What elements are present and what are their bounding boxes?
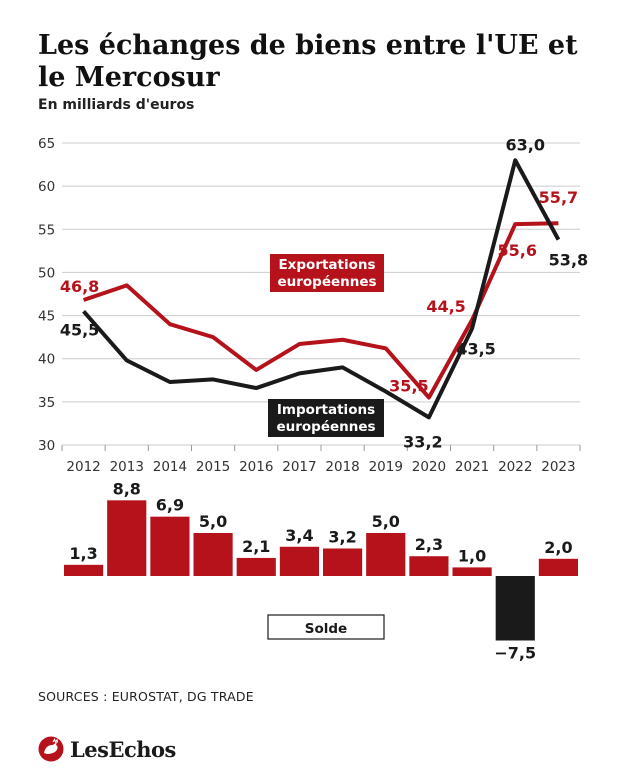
x-tick-2012: 2012: [66, 459, 100, 475]
y-tick-30: 30: [38, 438, 55, 454]
y-tick-65: 65: [38, 136, 55, 152]
balance-legend-box: [267, 614, 385, 640]
chart-subtitle: En milliards d'euros: [38, 97, 195, 113]
bar-label-2018: 3,2: [328, 527, 356, 546]
bar-label-2013: 8,8: [113, 479, 141, 498]
y-tick-60: 60: [38, 179, 55, 195]
chart-title: Les échanges de biens entre l'UE et le M…: [38, 30, 578, 93]
x-axis-ticks: 2012 2013 2014 2015 2016 2017 2018 2019 2020 2021…: [66, 459, 575, 475]
x-tick-2015: 2015: [196, 459, 230, 475]
bar-label-2021: 1,0: [458, 546, 486, 565]
y-tick-35: 35: [38, 395, 55, 411]
bar-2021: [452, 567, 492, 576]
x-tick-2014: 2014: [153, 459, 187, 475]
bar-label-2016: 2,1: [242, 537, 270, 556]
balance-legend-label: Solde: [305, 621, 347, 637]
bar-label-2017: 3,4: [285, 526, 313, 545]
data-label-exports-0: 46,8: [60, 277, 99, 296]
data-label-exports-8: 35,5: [389, 377, 428, 396]
bar-label-2022: −7,5: [494, 644, 536, 663]
balance-legend: Solde: [267, 614, 385, 640]
y-tick-50: 50: [38, 265, 55, 281]
bar-2017: [279, 546, 319, 576]
legend-imports-label: Importations: [277, 402, 375, 418]
y-tick-45: 45: [38, 309, 55, 325]
bar-2014: [150, 516, 190, 576]
legend-imports-label-2: européennes: [276, 419, 375, 435]
x-tick-2019: 2019: [369, 459, 403, 475]
series-lines: [82, 158, 561, 420]
data-labels: 46,8 45,5 35,5 33,2 44,5 43,5 63,0 55,6 55,7 53,8: [60, 135, 588, 451]
x-tick-2022: 2022: [498, 459, 532, 475]
bar-2015: [193, 533, 233, 576]
x-tick-2013: 2013: [110, 459, 144, 475]
x-tick-2023: 2023: [541, 459, 575, 475]
x-tick-2020: 2020: [412, 459, 446, 475]
x-tick-2018: 2018: [325, 459, 359, 475]
rooster-icon: [38, 736, 64, 762]
data-label-imports-9: 43,5: [456, 340, 495, 359]
x-tick-2017: 2017: [282, 459, 316, 475]
bar-2013: [107, 500, 147, 576]
data-label-imports-10: 63,0: [506, 135, 545, 154]
data-label-exports-11: 55,7: [539, 188, 578, 207]
line-imports: [82, 158, 561, 420]
data-label-imports-8: 33,2: [403, 432, 442, 451]
legend-exports: Exportations européennes: [270, 254, 384, 292]
bar-2023: [538, 558, 578, 576]
bar-label-2012: 1,3: [69, 544, 97, 563]
data-label-exports-10: 55,6: [498, 241, 537, 260]
bar-label-2015: 5,0: [199, 512, 227, 531]
y-tick-55: 55: [38, 222, 55, 238]
legend-exports-label: Exportations: [278, 257, 375, 273]
data-label-exports-9: 44,5: [426, 297, 465, 316]
balance-bar-labels: 1,3 8,8 6,9 5,0 2,1 3,4 3,2 5,0 2,3 1,0 −7,5 2,0: [69, 479, 572, 662]
balance-bars: [64, 500, 578, 641]
data-label-imports-11: 53,8: [549, 251, 588, 270]
les-echos-logo: LesEchos: [38, 736, 176, 762]
bar-2018: [323, 548, 363, 576]
bar-2016: [236, 557, 276, 576]
legend-imports: Importations européennes: [268, 399, 384, 437]
data-label-imports-0: 45,5: [60, 320, 99, 339]
bar-label-2023: 2,0: [544, 538, 572, 557]
bar-label-2020: 2,3: [415, 535, 443, 554]
y-axis-ticks: 30 35 40 45 50 55 60 65: [38, 136, 55, 454]
bar-label-2014: 6,9: [156, 496, 184, 515]
legend-imports-box: [268, 399, 384, 437]
y-tick-40: 40: [38, 352, 55, 368]
bar-2022: [495, 576, 535, 641]
legend-exports-box: [270, 254, 384, 292]
logo-text: LesEchos: [70, 736, 176, 762]
x-tick-2021: 2021: [455, 459, 489, 475]
x-tick-2016: 2016: [239, 459, 273, 475]
bar-2019: [366, 533, 406, 576]
legend-exports-label-2: européennes: [277, 274, 376, 290]
bar-2012: [64, 564, 104, 576]
bar-2020: [409, 556, 449, 576]
sources: SOURCES : EUROSTAT, DG TRADE: [38, 689, 254, 704]
bar-label-2019: 5,0: [372, 512, 400, 531]
